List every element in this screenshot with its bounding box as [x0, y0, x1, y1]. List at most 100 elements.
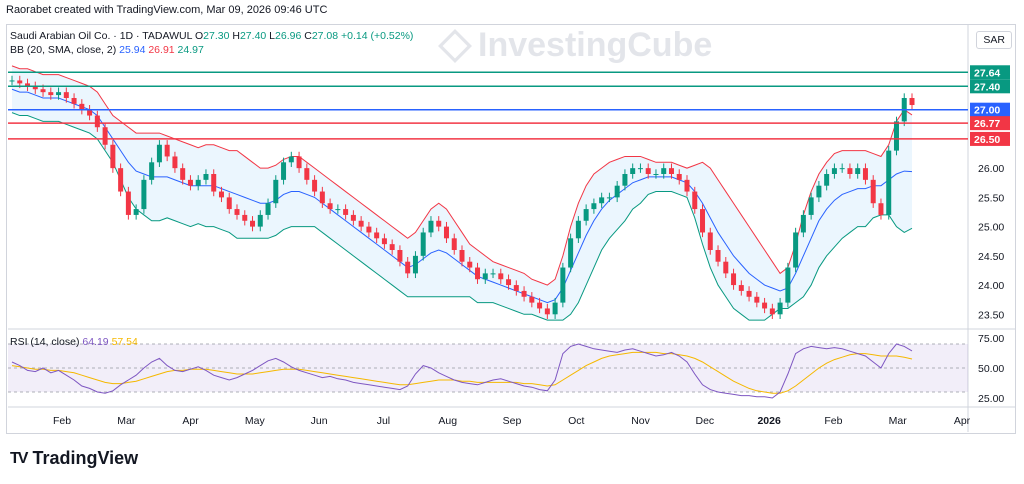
price-tick-label: 26.00 [978, 163, 1004, 175]
candle-body [79, 103, 85, 110]
candle-body [529, 296, 535, 303]
time-tick-label: 2026 [757, 415, 781, 427]
candle-body [149, 162, 155, 180]
time-tick-label: Dec [696, 415, 715, 427]
candle-body [381, 238, 387, 245]
time-tick-label: Jul [377, 415, 390, 427]
open-value: 27.30 [203, 30, 230, 42]
tradingview-footer: TV TradingView [10, 448, 138, 469]
candle-body [723, 261, 729, 274]
candle-body [389, 244, 395, 250]
candle-body [226, 197, 232, 210]
candle-body [599, 197, 605, 204]
high-value: 27.40 [239, 30, 267, 42]
candle-body [707, 232, 713, 250]
candle-body [614, 185, 620, 198]
candle-body [48, 92, 54, 96]
bb-fill [12, 65, 912, 321]
low-label: L [269, 30, 276, 42]
candle-body [63, 92, 69, 98]
bb-upper-line [11, 65, 913, 286]
time-tick-label: Mar [889, 415, 908, 427]
candle-body [630, 168, 636, 174]
candle-body [684, 179, 690, 192]
candle-body [102, 127, 108, 145]
candle-body [288, 156, 294, 163]
candle-body [583, 209, 589, 221]
candle-body [498, 273, 504, 280]
candle-body [420, 232, 426, 256]
candle-body [878, 203, 884, 215]
bb-lower-value: 24.97 [177, 44, 204, 56]
candle-body [482, 273, 488, 280]
time-tick-label: Jun [311, 415, 328, 427]
candle-body [793, 232, 799, 268]
candle-body [250, 220, 256, 227]
candle-body [443, 226, 449, 239]
candle-body [296, 156, 302, 169]
candle-body [622, 174, 628, 186]
rsi-value: 64.19 [82, 336, 109, 348]
candle-body [785, 267, 791, 303]
level-tag [970, 65, 1010, 80]
time-tick-label: May [245, 415, 266, 427]
candle-body [537, 302, 543, 309]
time-tick-label: Apr [954, 415, 971, 427]
time-tick-label: Sep [503, 415, 522, 427]
candle-body [506, 279, 512, 286]
bb-upper-value: 26.91 [148, 44, 175, 56]
candle-body [118, 168, 124, 192]
candle-body [374, 232, 380, 239]
candle-body [893, 121, 899, 151]
candle-body [281, 162, 287, 180]
candle-body [606, 197, 612, 199]
candle-body [637, 168, 643, 170]
candle-body [428, 220, 434, 233]
candle-body [661, 168, 667, 174]
candle-body [180, 168, 186, 180]
candle-body [676, 174, 682, 180]
bb-legend: BB (20, SMA, close, 2) 25.94 26.91 24.97 [10, 44, 204, 56]
candle-body [304, 168, 310, 180]
candle-body [125, 191, 131, 215]
candle-body [25, 83, 31, 87]
rsi-tick-label: 50.00 [978, 363, 1004, 375]
candle-body [17, 80, 23, 84]
candle-body [141, 179, 147, 210]
candle-body [71, 98, 77, 104]
change-value: +0.14 (+0.52%) [341, 30, 414, 42]
rsi-tick-label: 25.00 [978, 393, 1004, 405]
candle-body [203, 174, 209, 180]
chart-frame[interactable] [6, 24, 1016, 434]
chart-header: Raorabet created with TradingView.com, M… [6, 4, 328, 16]
candle-body [133, 209, 139, 215]
candle-body [831, 168, 837, 174]
candle-body [40, 89, 46, 93]
candle-body [800, 214, 806, 233]
candle-body [234, 209, 240, 215]
level-label: 27.40 [974, 81, 1000, 93]
candle-body [156, 144, 162, 163]
time-tick-label: Oct [568, 415, 584, 427]
candle-body [816, 185, 822, 198]
candle-body [9, 80, 15, 82]
candle-body [738, 285, 744, 291]
rsi-ma-line [11, 351, 913, 394]
candle-body [746, 290, 752, 297]
level-label: 26.50 [974, 134, 1000, 146]
currency-button[interactable]: SAR [976, 31, 1012, 49]
price-tick-label: 25.00 [978, 222, 1004, 234]
time-tick-label: Feb [53, 415, 71, 427]
watermark-text: InvestingCube [478, 26, 713, 64]
price-tick-label: 24.00 [978, 280, 1004, 292]
candle-body [568, 238, 574, 268]
candle-body [653, 174, 659, 175]
bb-basis-value: 25.94 [119, 44, 146, 56]
candle-body [87, 109, 93, 116]
candle-body [405, 261, 411, 274]
candle-body [327, 203, 333, 210]
level-tag [970, 116, 1010, 131]
candle-body [552, 302, 558, 315]
candle-body [110, 144, 116, 169]
